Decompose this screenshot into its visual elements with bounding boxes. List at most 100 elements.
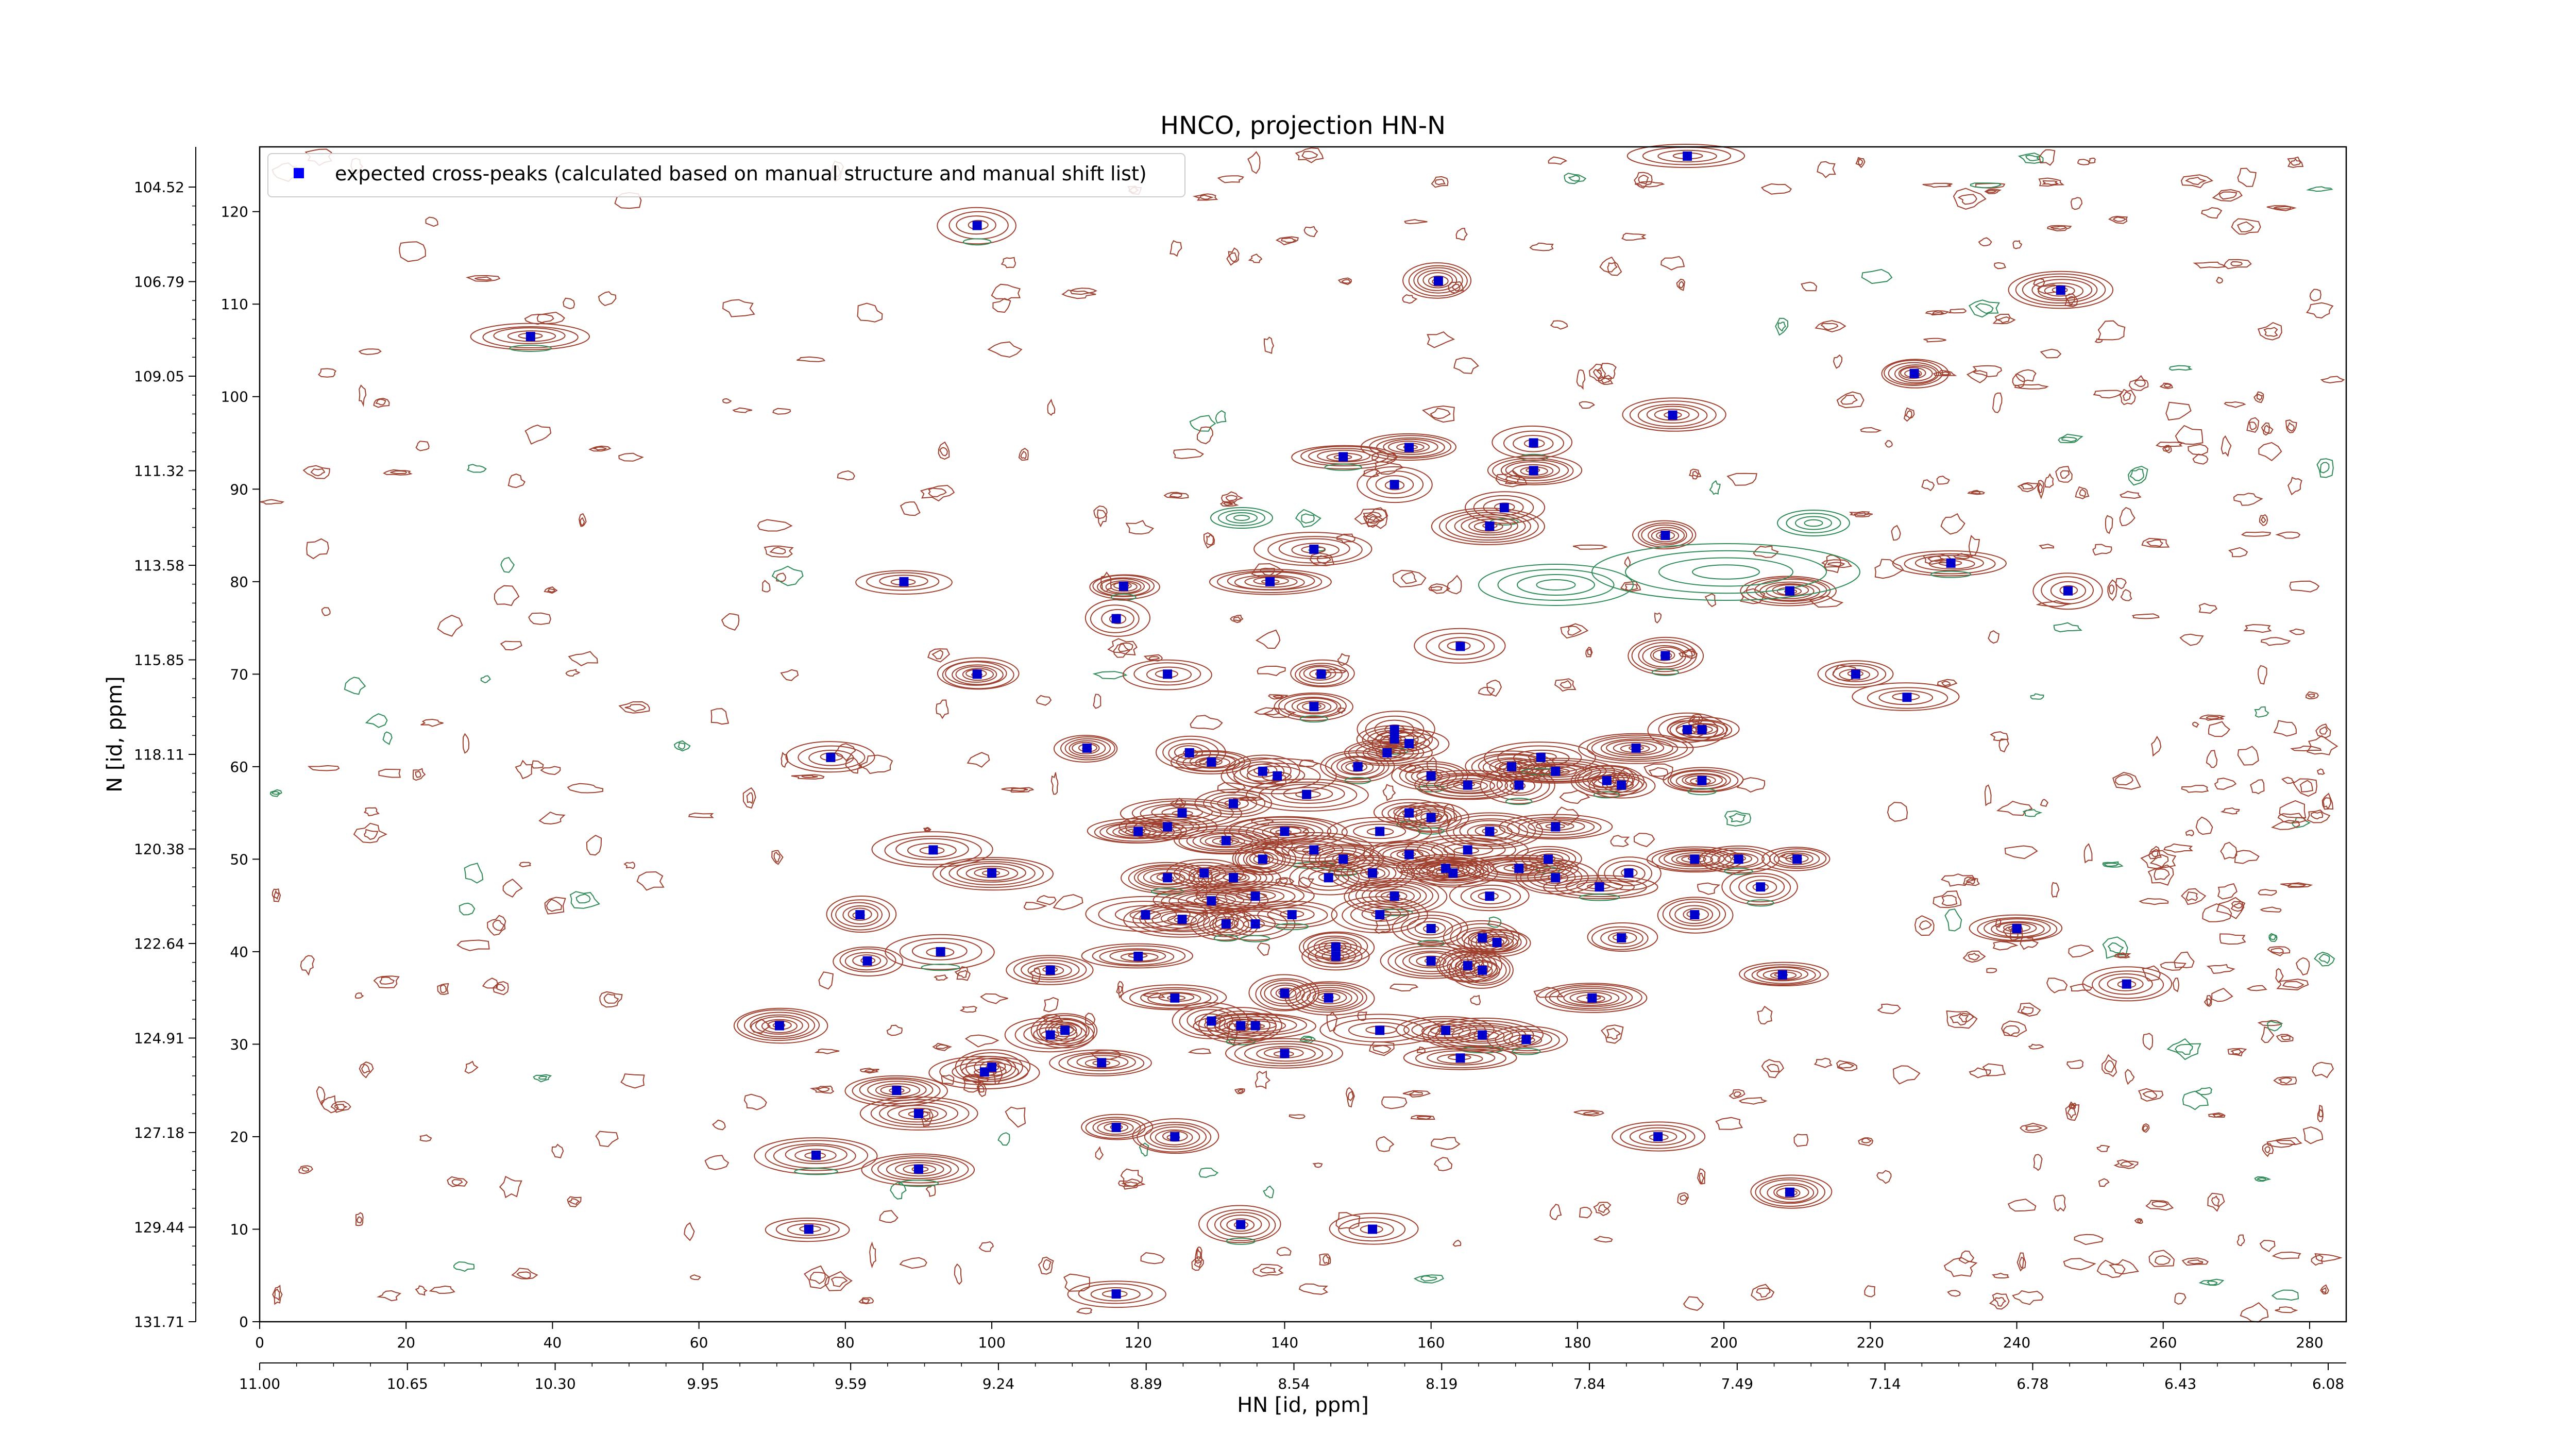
data-point xyxy=(1375,827,1385,836)
contour-line xyxy=(379,976,395,985)
contour-line xyxy=(2240,1302,2269,1323)
peak-contour-ring xyxy=(1888,362,1939,385)
data-point xyxy=(1683,725,1692,734)
peak-contour-ring xyxy=(1651,529,1680,543)
peak-contour-ring xyxy=(1317,449,1370,463)
contour-line xyxy=(2310,811,2324,820)
contour-line xyxy=(1257,665,1286,677)
peak-contour-ring xyxy=(1299,931,1375,964)
contour-line xyxy=(563,297,575,310)
contour-line xyxy=(2096,1259,2126,1278)
contour-line xyxy=(1020,450,1027,460)
contour-line xyxy=(689,1274,701,1280)
contour-line xyxy=(1833,354,1843,369)
contour-line xyxy=(2236,1234,2245,1246)
y-tick-label: 50 xyxy=(230,851,248,868)
peak-contour-ring xyxy=(737,1009,820,1041)
contour-line xyxy=(330,1101,351,1113)
contour-line xyxy=(2070,983,2093,992)
contour-line xyxy=(415,441,430,451)
contour-line xyxy=(1281,237,1297,243)
contour-line xyxy=(1801,281,1818,292)
contour-line xyxy=(1402,1090,1431,1098)
contour-line xyxy=(1576,369,1586,390)
contour-line xyxy=(2306,735,2338,755)
peak-contour-ring xyxy=(1274,692,1353,721)
peak-contour-ring xyxy=(1518,818,1595,836)
peak-contour-ring xyxy=(1556,988,1627,1007)
negative-contour xyxy=(1226,512,1258,524)
data-point xyxy=(1163,669,1173,679)
contour-line xyxy=(796,356,826,362)
peak-contour-ring xyxy=(1209,568,1332,595)
contour-line xyxy=(1092,671,1128,680)
contour-line xyxy=(2168,365,2193,371)
peak-contour-ring xyxy=(1232,757,1292,784)
peak-contour-ring xyxy=(1667,716,1740,742)
data-point xyxy=(1785,586,1794,596)
contour-line xyxy=(2185,177,2207,186)
data-point xyxy=(526,332,535,341)
peak-contour-ring xyxy=(1308,869,1349,887)
contour-line xyxy=(1643,763,1673,781)
peak-contour-ring xyxy=(1767,1183,1815,1203)
contour-line xyxy=(2166,1038,2201,1060)
data-point xyxy=(1660,531,1670,540)
data-point xyxy=(1492,937,1502,947)
contour-line xyxy=(1966,370,1988,383)
contour-line xyxy=(1572,544,1608,550)
contour-line xyxy=(2115,578,2127,589)
peak-contour-ring xyxy=(1109,949,1166,963)
data-point xyxy=(1734,854,1743,864)
negative-contour xyxy=(1497,569,1615,601)
peak-contour-ring xyxy=(1487,455,1583,485)
contour-line xyxy=(2003,1025,2020,1036)
contour-line xyxy=(2218,191,2238,200)
contour-line xyxy=(2134,1218,2143,1224)
peak-contour-ring xyxy=(1049,1049,1152,1076)
negative-contour xyxy=(1651,668,1679,676)
contour-line xyxy=(780,669,799,681)
x-ppm-tick-label: 9.59 xyxy=(835,1375,867,1392)
peak-contour-ring xyxy=(1151,911,1210,929)
peak-contour-ring xyxy=(1051,1023,1077,1037)
peak-contour-ring xyxy=(1503,760,1607,783)
data-point xyxy=(1587,993,1597,1003)
peak-contour-ring xyxy=(1730,872,1791,903)
contour-line xyxy=(536,311,565,325)
contour-line xyxy=(1933,890,1962,908)
contour-line xyxy=(2206,964,2235,974)
peak-contour-ring xyxy=(1392,911,1468,946)
peak-contour-ring xyxy=(1759,1179,1819,1204)
contour-line xyxy=(2020,1122,2048,1133)
contour-line xyxy=(2182,1090,2209,1110)
peak-contour-ring xyxy=(1745,879,1777,895)
peak-contour-ring xyxy=(956,863,1026,883)
peak-contour-ring xyxy=(870,1099,970,1128)
contour-line xyxy=(2306,302,2334,318)
contour-line xyxy=(2311,1254,2324,1266)
x-tick-label: 160 xyxy=(1417,1334,1445,1351)
contour-line xyxy=(677,742,686,750)
peak-contour-ring xyxy=(2082,966,2173,1002)
peak-contour-ring xyxy=(1243,848,1284,870)
data-point xyxy=(1529,466,1538,476)
contour-line xyxy=(1374,461,1404,475)
contour-line xyxy=(2025,155,2041,161)
data-point xyxy=(1426,771,1436,781)
contour-line xyxy=(1533,986,1565,998)
peak-contour-ring xyxy=(1426,774,1509,797)
peak-contour-ring xyxy=(1489,770,1550,801)
contour-line xyxy=(567,1198,580,1205)
peak-contour-ring xyxy=(1210,871,1257,885)
contour-line xyxy=(2181,888,2207,905)
contour-line xyxy=(2119,491,2142,499)
peak-contour-ring xyxy=(1170,750,1251,774)
peak-contour-ring xyxy=(839,948,896,973)
peak-contour-ring xyxy=(2038,282,2084,300)
contour-line xyxy=(1170,240,1182,257)
peak-contour-ring xyxy=(1419,862,1484,884)
peak-contour-ring xyxy=(733,1007,828,1044)
contour-line xyxy=(451,1179,463,1186)
y-ppm-tick-label: 111.32 xyxy=(134,463,184,480)
